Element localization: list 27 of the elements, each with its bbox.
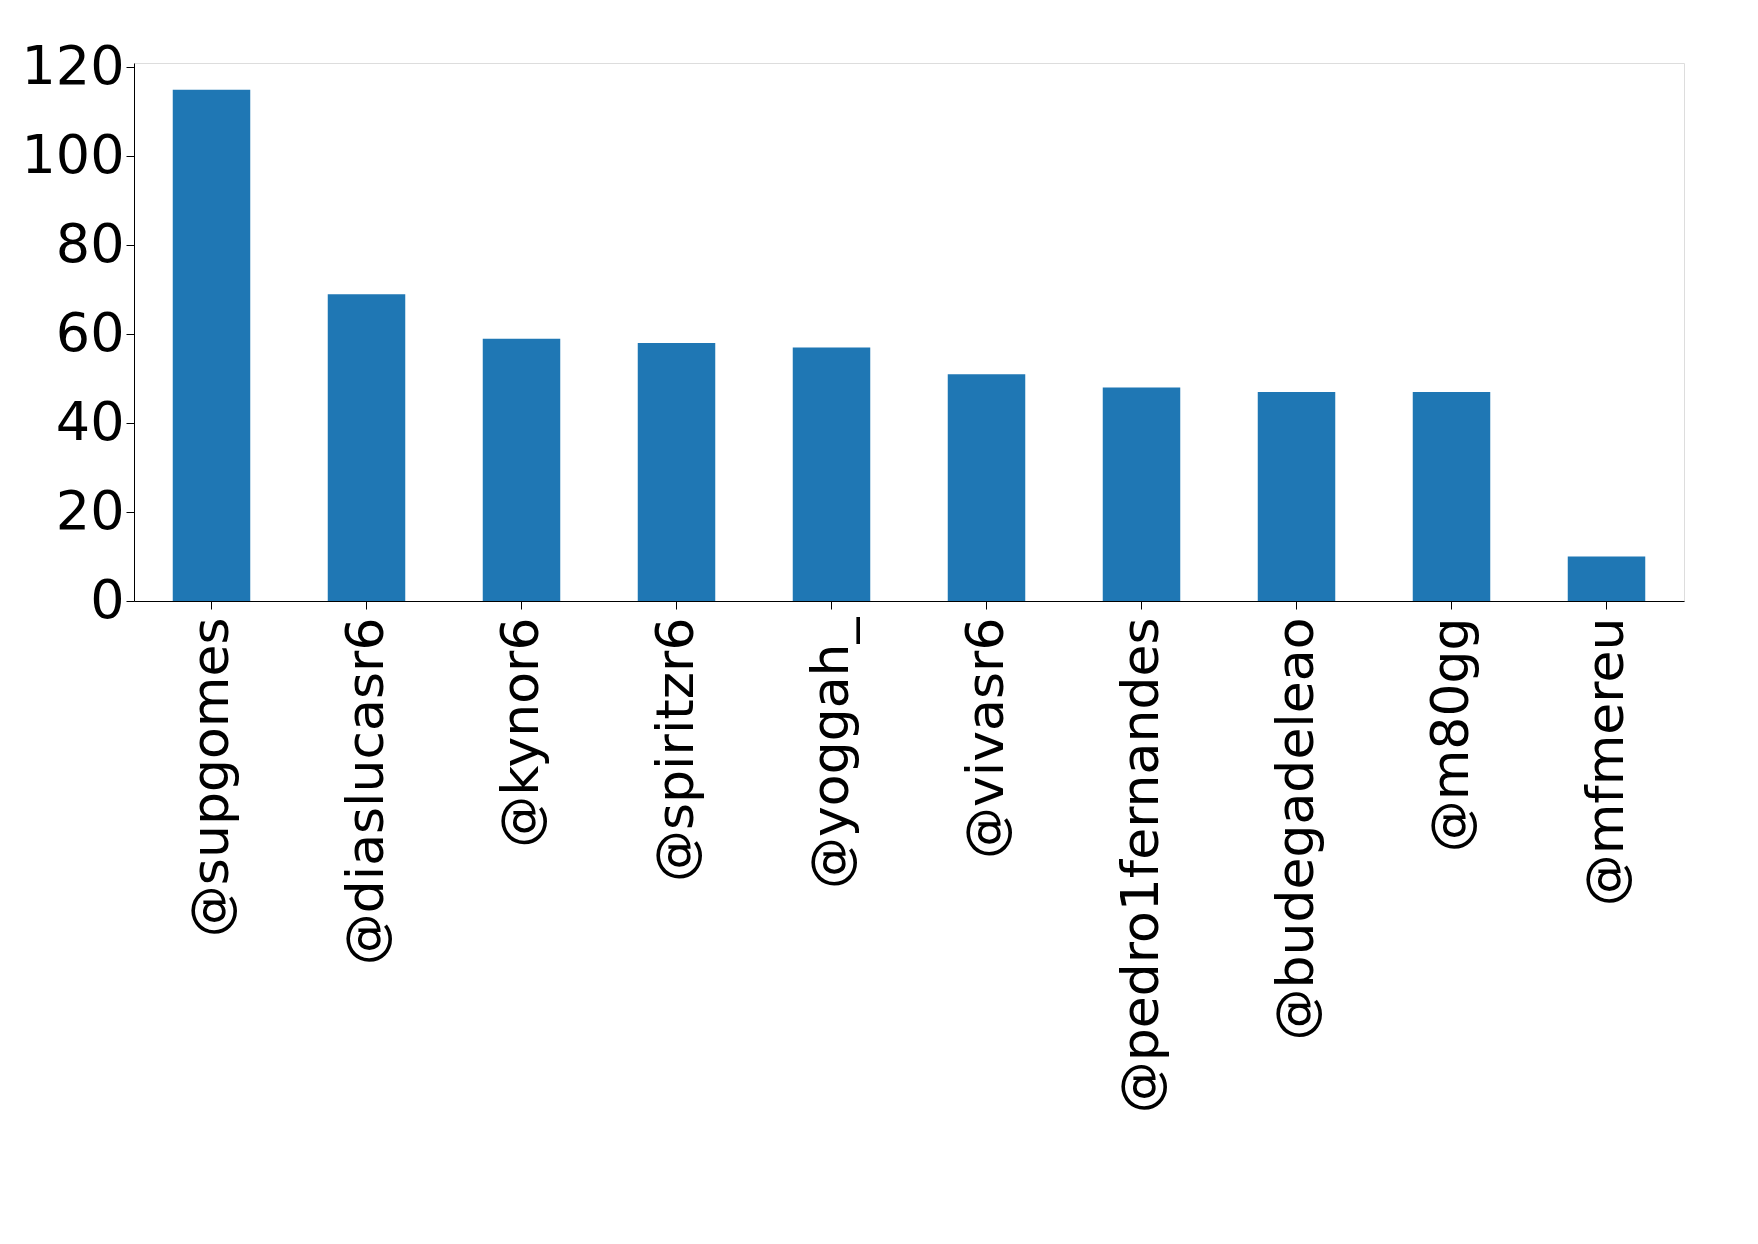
x-tick-label: @vivasr6 [954, 617, 1015, 859]
bar [1102, 387, 1181, 601]
y-tick-label: 80 [55, 211, 125, 275]
bar [637, 343, 716, 601]
y-tick-label: 120 [21, 33, 125, 97]
bar [482, 338, 561, 601]
y-tick-label: 60 [55, 300, 125, 364]
y-tick-label: 40 [55, 389, 125, 453]
y-tick-label: 100 [21, 122, 125, 186]
bar [1412, 392, 1491, 601]
x-tick-label: @budegadeleao [1264, 617, 1325, 1041]
x-tick-label: @pedro1fernandes [1109, 617, 1170, 1114]
y-tick-label: 0 [90, 567, 125, 631]
bar [947, 374, 1026, 601]
x-tick-label: @kynor6 [489, 617, 550, 848]
x-tick-label: @supgomes [179, 617, 240, 938]
bar [327, 294, 406, 601]
y-tick-label: 20 [55, 478, 125, 542]
x-tick-label: @spiritzr6 [644, 617, 705, 883]
bar [1257, 392, 1336, 601]
x-tick-label: @yoggah_ [799, 616, 860, 889]
bar [1567, 556, 1646, 601]
x-tick-label: @mfmereu [1574, 617, 1635, 907]
x-tick-label: @diaslucasr6 [334, 617, 395, 966]
bar [172, 89, 251, 601]
x-tick-label: @m80gg [1419, 617, 1480, 853]
bar [792, 347, 871, 601]
